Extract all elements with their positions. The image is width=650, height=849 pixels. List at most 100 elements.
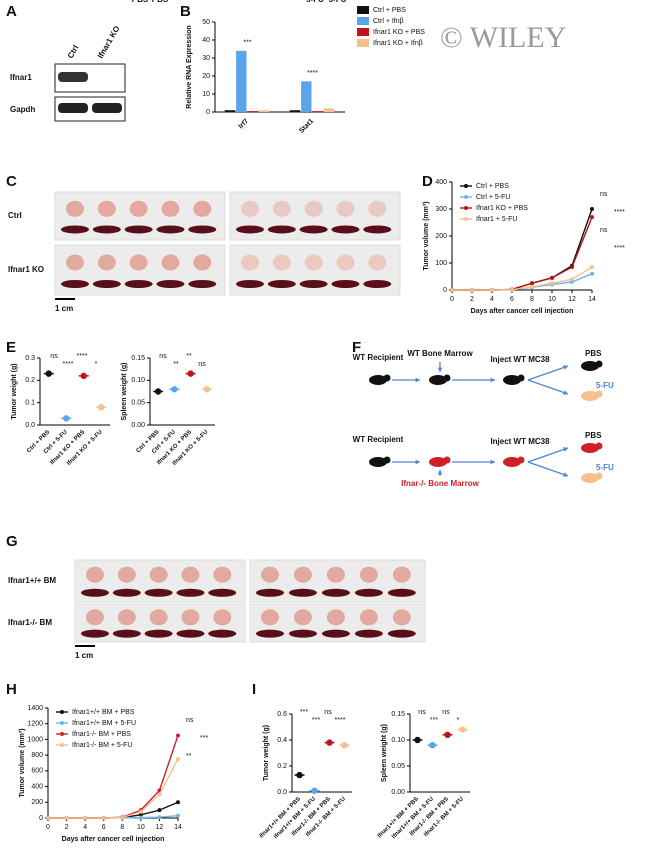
blot-band — [92, 103, 122, 113]
label: Ifnar1 KO — [96, 24, 122, 60]
annotation: * — [95, 361, 98, 368]
tumor — [272, 200, 291, 217]
mouse — [369, 375, 387, 385]
dot — [444, 731, 451, 738]
point — [590, 265, 594, 270]
label: 5-FU — [329, 0, 347, 4]
mouse-head — [517, 374, 525, 382]
legend-dot — [464, 206, 468, 210]
spleen — [267, 280, 296, 288]
tumor — [97, 254, 116, 271]
y-axis-label: Tumor weight (g) — [11, 363, 18, 419]
mouse-head — [595, 390, 603, 398]
point — [138, 809, 143, 814]
point — [470, 288, 474, 292]
tumor — [181, 566, 200, 583]
point — [101, 816, 106, 820]
annotation: *** — [200, 735, 208, 742]
spleen — [288, 588, 317, 597]
x-tick-label: 12 — [568, 296, 576, 303]
tumor — [359, 566, 378, 583]
label: Gapdh — [10, 105, 35, 114]
y-tick-label: 0.00 — [131, 422, 145, 429]
annotation: ns — [442, 709, 450, 716]
tumor — [261, 566, 279, 583]
spleen — [256, 588, 284, 597]
tumor — [293, 609, 312, 626]
label: WT Recipient — [353, 353, 404, 362]
mouse-head — [517, 456, 525, 464]
y-tick-label: 1200 — [27, 721, 43, 728]
tumor — [66, 200, 84, 217]
series-line — [48, 758, 179, 819]
mouse-head — [383, 456, 391, 464]
label: Ctrl — [66, 44, 81, 60]
tumor — [368, 254, 387, 271]
point — [590, 207, 594, 211]
x-axis-label: Days after cancer cell injection — [62, 836, 165, 843]
tumor — [272, 254, 291, 271]
tumor — [213, 566, 232, 583]
annotation: ns — [600, 227, 608, 234]
y-tick-label: 0.1 — [25, 400, 35, 407]
y-tick-label: 40 — [202, 37, 210, 44]
spleen — [267, 225, 296, 234]
legend-dot — [464, 217, 468, 221]
y-axis-label: Relative RNA Expression — [186, 25, 193, 108]
tumor — [149, 566, 168, 583]
x-tick-label: 2 — [65, 824, 69, 831]
panel-label: B — [180, 3, 191, 20]
legend-dot — [60, 743, 64, 747]
mouse-head — [595, 472, 603, 480]
tumor — [193, 200, 212, 217]
spleen — [144, 629, 173, 638]
series-line — [452, 266, 593, 291]
mouse-head — [443, 456, 451, 464]
dot — [326, 739, 333, 746]
dot — [414, 736, 421, 744]
spleen — [236, 280, 264, 288]
point — [176, 813, 180, 818]
point — [120, 815, 125, 820]
annotation: *** — [312, 717, 320, 724]
bar — [258, 110, 270, 112]
spleen — [331, 225, 360, 234]
legend-label: Ifnar1-/- BM + PBS — [72, 731, 131, 738]
legend-label: Ifnar1 KO + PBS — [373, 29, 425, 36]
arrow-head — [437, 470, 443, 475]
x-tick-label: 10 — [548, 296, 556, 303]
x-tick-label: 0 — [46, 824, 50, 831]
dot — [311, 787, 318, 794]
annotation: * — [457, 717, 460, 724]
tumor — [213, 609, 232, 626]
legend-label: Ifnar1 + 5-FU — [476, 216, 517, 223]
spleen — [288, 629, 317, 638]
tumor — [326, 566, 345, 583]
x-tick-label: Ifnar1 KO + 5-FU — [66, 429, 104, 467]
arrow-head — [563, 447, 568, 452]
bar — [312, 111, 323, 112]
mouse-head — [383, 374, 391, 382]
mouse — [503, 457, 521, 467]
spleen — [236, 225, 264, 234]
spleen — [92, 225, 121, 234]
spleen — [156, 280, 185, 288]
spleen — [299, 225, 328, 234]
arrow-head — [415, 459, 420, 465]
legend-label: Ifnar1+/+ BM + PBS — [72, 709, 135, 716]
point — [64, 816, 69, 820]
y-tick-label: 0.05 — [131, 400, 145, 407]
legend-label: Ctrl + Ifnβ — [373, 18, 404, 25]
legend-label: Ctrl + 5-FU — [476, 194, 510, 201]
annotation: ns — [186, 717, 194, 724]
blot-band — [58, 103, 88, 113]
panel-label: D — [422, 173, 433, 190]
point — [157, 792, 162, 797]
arrow — [527, 461, 569, 477]
y-tick-label: 100 — [435, 260, 447, 267]
label: WT Bone Marrow — [407, 349, 473, 358]
spleen — [112, 629, 141, 638]
dot — [459, 726, 466, 733]
y-tick-label: 0.0 — [25, 422, 35, 429]
annotation: ns — [324, 709, 332, 716]
